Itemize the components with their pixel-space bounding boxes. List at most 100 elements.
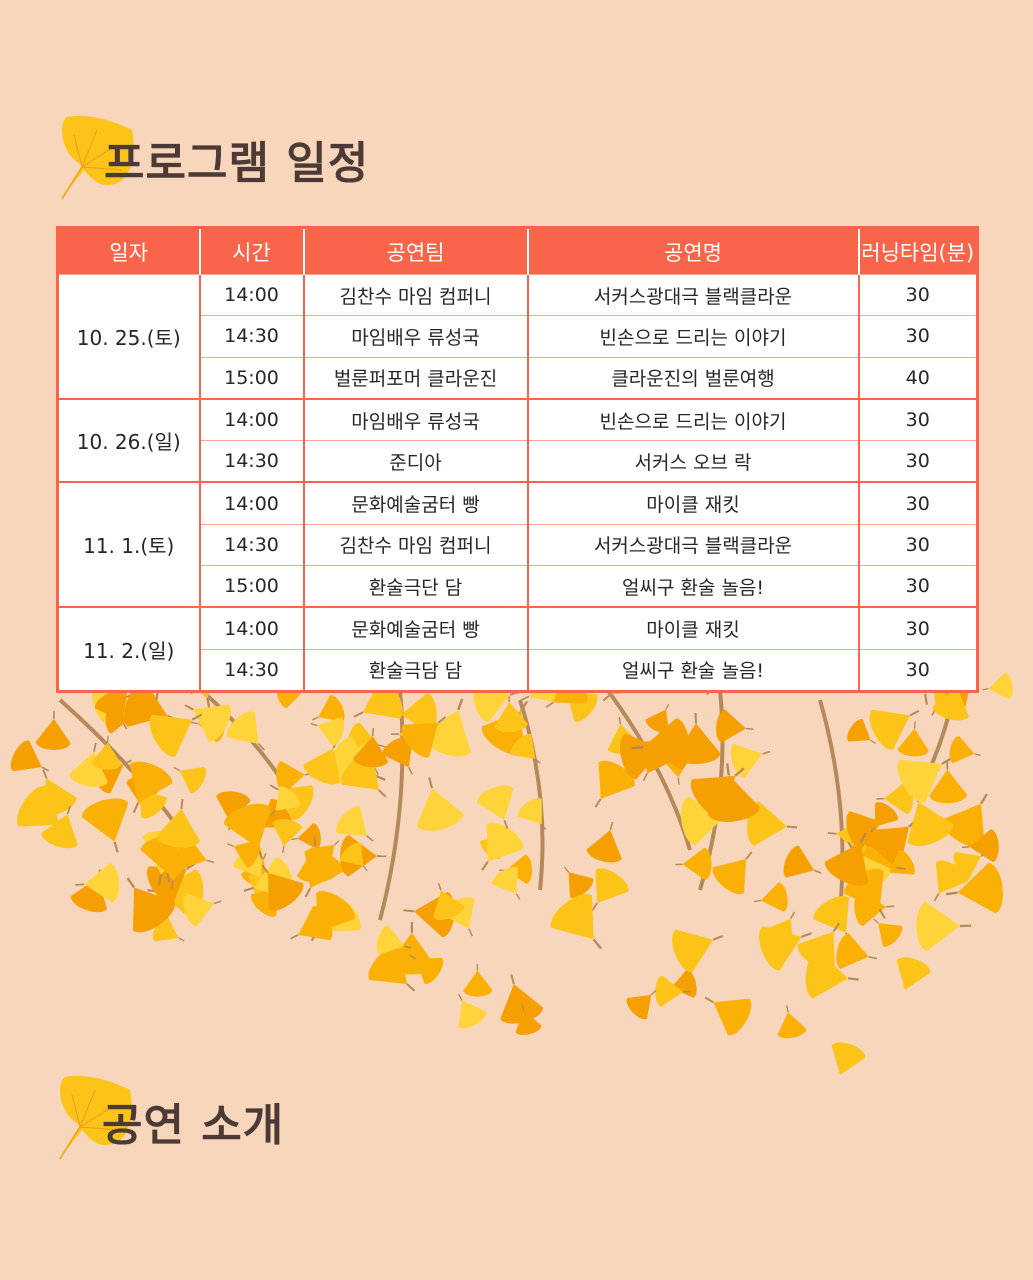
ginkgo-leaf-icon — [81, 798, 129, 853]
ginkgo-leaf-icon — [310, 717, 345, 746]
ginkgo-leaf-icon — [75, 863, 120, 903]
ginkgo-leaf-icon — [416, 777, 464, 831]
ginkgo-leaf-icon — [933, 860, 968, 902]
time-cell: 15:00 — [199, 356, 304, 400]
table-row: 11. 1.(토) 14:00 문화예술굼터 빵 마이클 재킷 30 — [57, 481, 978, 608]
runtime-cell: 30 — [858, 523, 978, 567]
ginkgo-leaf-icon — [157, 848, 194, 889]
time-cell: 14:30 — [199, 440, 304, 483]
ginkgo-leaf-icon — [876, 781, 914, 815]
ginkgo-leaf-icon — [126, 877, 175, 933]
ginkgo-leaf-icon — [946, 862, 1003, 914]
ginkgo-leaf-icon — [510, 734, 541, 764]
ginkgo-leaf-icon — [41, 805, 78, 849]
ginkgo-leaf-icon — [847, 719, 876, 744]
table-row: 10. 26.(일) 14:00 마임배우 류성국 빈손으로 드리는 이야기 30 — [57, 397, 978, 483]
ginkgo-leaf-icon — [463, 964, 493, 997]
title-cell: 서커스 오브 락 — [526, 440, 860, 483]
ginkgo-leaf-icon — [272, 819, 303, 853]
ginkgo-leaf-icon — [942, 793, 988, 848]
ginkgo-leaf-icon — [550, 894, 602, 950]
ginkgo-leaf-icon — [831, 1042, 866, 1075]
time-cell: 14:00 — [199, 481, 304, 525]
runtime-cell: 30 — [858, 273, 978, 317]
column-header: 러닝타임(분) — [857, 227, 978, 275]
ginkgo-leaf-icon — [672, 929, 724, 973]
ginkgo-leaf-icon — [156, 798, 200, 848]
date-cell: 10. 26.(일) — [57, 397, 201, 483]
ginkgo-leaf-icon — [626, 989, 657, 1020]
ginkgo-leaf-icon — [824, 832, 869, 886]
ginkgo-leaf-icon — [401, 716, 447, 758]
ginkgo-leaf-icon — [433, 883, 465, 920]
table-row: 15:00 환술극단 담 얼씨구 환술 놀음! 30 — [58, 565, 978, 608]
runtime-cell: 30 — [858, 648, 978, 692]
table-row: 14:30 환술극담 담 얼씨구 환술 놀음! 30 — [58, 648, 978, 692]
ginkgo-leaf-icon — [481, 822, 524, 871]
runtime-cell: 30 — [858, 606, 978, 650]
ginkgo-leaf-icon — [368, 946, 416, 992]
runtime-cell: 30 — [858, 481, 978, 525]
table-header-row: 일자 시간 공연팀 공연명 러닝타임(분) — [57, 227, 978, 275]
ginkgo-leaf-icon — [340, 842, 368, 872]
ginkgo-leaf-icon — [311, 695, 345, 722]
branch — [818, 699, 845, 911]
date-cell: 10. 25.(토) — [57, 273, 201, 400]
ginkgo-leaf-icon — [60, 115, 134, 200]
ginkgo-leaf-icon — [409, 954, 444, 984]
ginkgo-leaf-icon — [655, 975, 691, 1007]
runtime-cell: 30 — [858, 397, 978, 442]
ginkgo-leaf-icon — [982, 672, 1013, 700]
ginkgo-leaf-icon — [184, 704, 231, 742]
time-cell: 14:00 — [199, 606, 304, 650]
ginkgo-leaf-icon — [712, 851, 753, 895]
date-cell: 11. 2.(일) — [57, 606, 201, 692]
ginkgo-leaf-icon — [759, 926, 812, 971]
time-cell: 15:00 — [199, 565, 304, 608]
ginkgo-leaf-icon — [716, 709, 754, 743]
branch — [378, 689, 405, 921]
intro-section-header: 공연 소개 — [50, 1075, 283, 1160]
ginkgo-leaf-icon — [870, 802, 898, 833]
ginkgo-leaf-icon — [517, 798, 547, 830]
title-cell: 얼씨구 환술 놀음! — [526, 565, 860, 608]
ginkgo-leaf-icon — [707, 763, 760, 822]
time-cell: 14:30 — [199, 315, 304, 358]
ginkgo-leaf-icon — [290, 906, 333, 941]
ginkgo-leaf-icon — [492, 867, 521, 900]
column-header: 공연팀 — [302, 227, 529, 275]
ginkgo-leaf-icon — [382, 736, 414, 775]
table-row: 14:30 마임배우 류성국 빈손으로 드리는 이야기 30 — [58, 315, 978, 358]
title-cell: 클라운진의 벌룬여행 — [526, 356, 860, 400]
runtime-cell: 40 — [858, 356, 978, 400]
table-row: 11. 2.(일) 14:00 문화예술굼터 빵 마이클 재킷 30 — [57, 606, 978, 692]
ginkgo-leaf-icon — [949, 735, 981, 764]
runtime-cell: 30 — [858, 565, 978, 608]
table-row: 14:30 김찬수 마임 컴퍼니 서커스광대극 블랙클라운 30 — [58, 523, 978, 567]
ginkgo-leaf-icon — [586, 821, 622, 863]
ginkgo-leaf-icon — [805, 951, 859, 999]
ginkgo-leaf-icon — [897, 721, 929, 757]
team-cell: 문화예술굼터 빵 — [302, 481, 529, 525]
team-cell: 환술극단 담 — [302, 565, 529, 608]
ginkgo-leaf-icon — [476, 785, 514, 829]
ginkgo-leaf-icon — [129, 761, 173, 813]
ginkgo-leaf-icon — [730, 743, 771, 778]
ginkgo-leaf-icon — [227, 840, 260, 868]
ginkgo-leaf-icon — [563, 866, 594, 899]
table-row: 14:30 준디아 서커스 오브 락 30 — [58, 440, 978, 483]
ginkgo-leaf-icon — [961, 829, 999, 862]
team-cell: 준디아 — [302, 440, 529, 483]
section-title: 공연 소개 — [102, 1100, 285, 1151]
ginkgo-leaf-icon — [916, 901, 972, 952]
ginkgo-leaf-icon — [149, 713, 203, 757]
ginkgo-leaf-icon — [376, 925, 412, 955]
ginkgo-leaf-icon — [91, 735, 122, 770]
team-cell: 벌룬퍼포머 클라운진 — [302, 356, 529, 400]
ginkgo-leaf-icon — [783, 845, 822, 878]
time-cell: 14:00 — [199, 397, 304, 442]
title-cell: 얼씨구 환술 놀음! — [526, 648, 860, 692]
ginkgo-leaf-icon — [336, 806, 374, 842]
title-cell: 서커스광대극 블랙클라운 — [526, 273, 860, 317]
ginkgo-leaf-icon — [896, 957, 931, 990]
